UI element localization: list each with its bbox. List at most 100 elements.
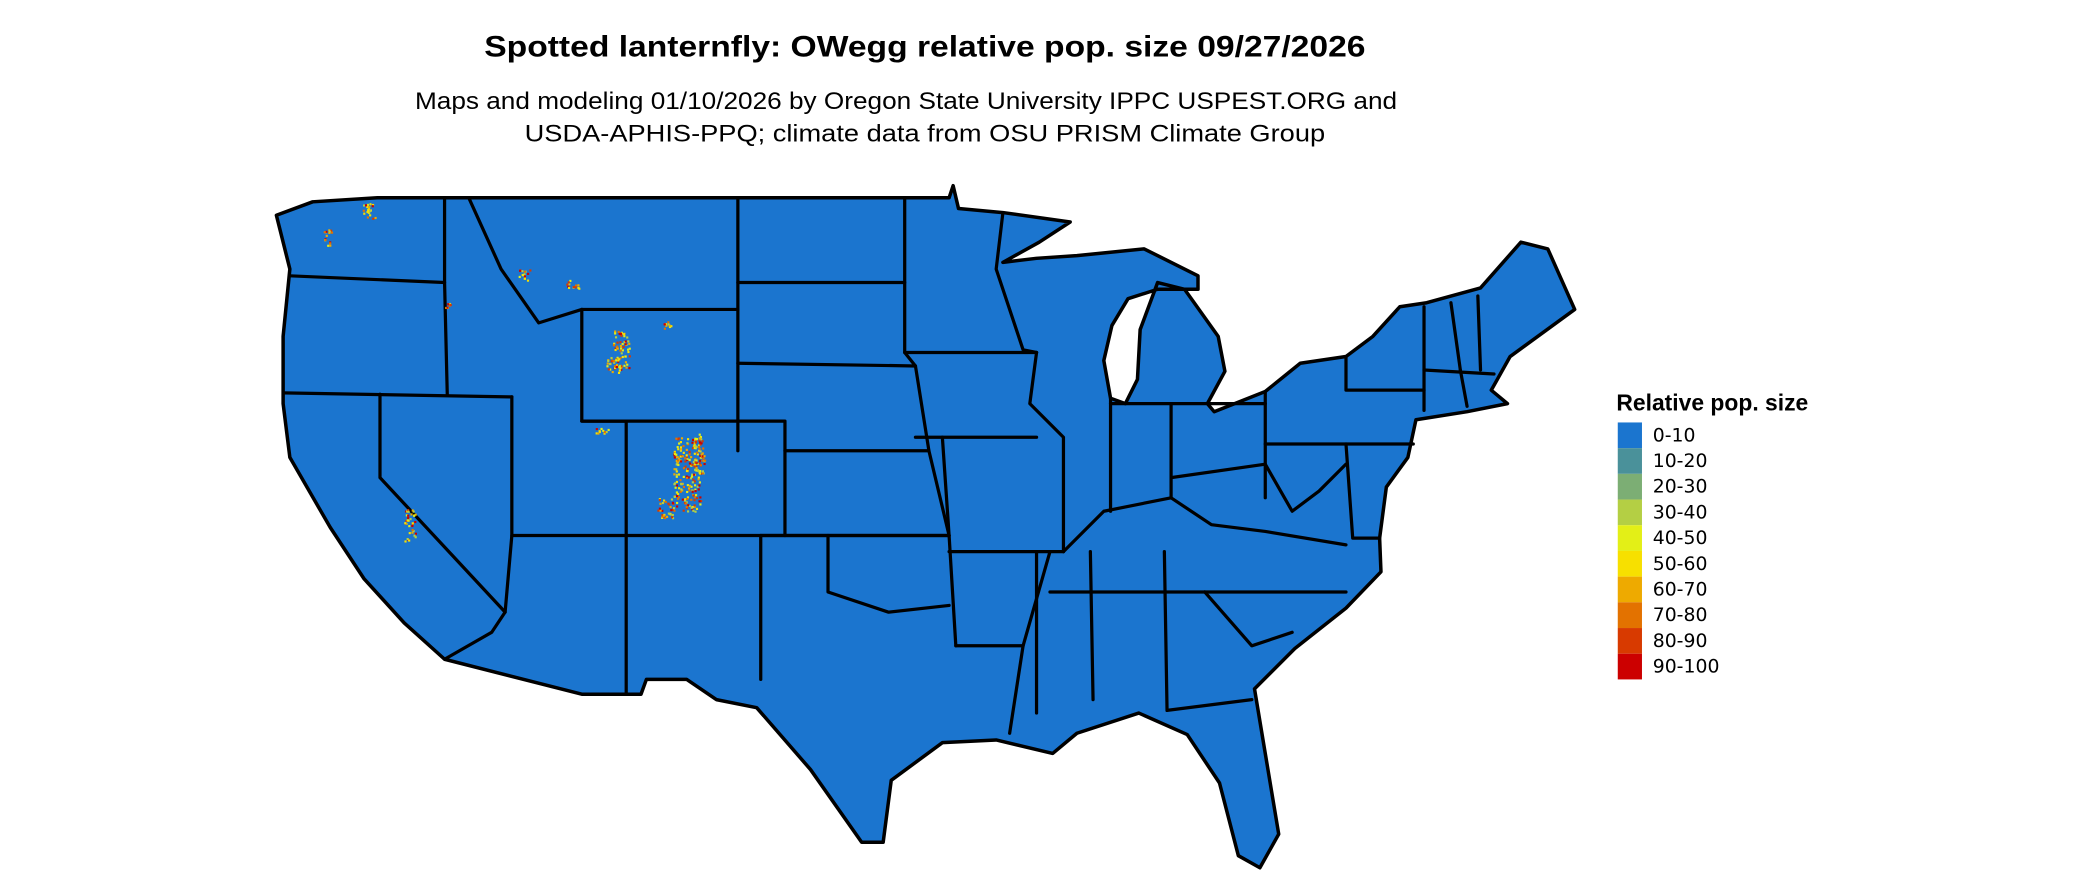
hotspot-cell [685,505,688,509]
hotspot-cell [704,459,707,462]
hotspot-cell [620,347,623,350]
hotspot-cell [680,437,684,440]
hotspot-cell [682,485,685,489]
state-border [288,274,447,285]
hotspot-cell [690,485,693,488]
legend-label: 0-10 [1653,425,1696,446]
hotspot-cell [676,461,679,464]
hotspot-cell [657,509,660,512]
hotspot-cell [698,433,701,436]
hotspot-cell [414,513,417,516]
hotspot-cell [624,343,627,346]
hotspot-cell [407,516,410,520]
hotspot-cell [369,203,372,206]
hotspot-cell [659,509,662,512]
hotspot-cell [607,359,610,363]
us-map [274,183,1577,870]
hotspot-cell [675,491,679,494]
hotspot-cell [685,476,689,480]
hotspot-cell [685,455,688,459]
hotspot-cell [677,492,680,496]
hotspot-cell [685,501,688,504]
hotspot-cell [696,453,699,456]
hotspot-cell [701,459,704,462]
hotspot-cell [577,286,580,290]
hotspot-cell [367,208,370,211]
hotspot-cell [678,442,681,445]
hotspot-cell [677,463,680,467]
hotspot-cell [413,514,416,517]
hotspot-cell [695,507,699,510]
hotspot-cell [691,463,694,466]
hotspot-cell [628,355,631,358]
hotspot-cell [677,448,680,451]
hotspot-cell [600,427,603,431]
hotspot-cell [680,488,683,491]
hotspot-cell [523,270,526,273]
hotspot-cell [679,455,682,458]
hotspot-cell [693,465,696,468]
hotspot-cell [414,520,417,524]
hotspot-cell [697,462,700,465]
hotspot-cell [690,456,693,459]
hotspot-cell [414,536,417,539]
state-border [1422,368,1496,376]
hotspot-cell [620,334,623,337]
hotspot-cell [618,369,621,372]
hotspot-cell [681,455,684,458]
hotspot-cell [694,447,697,450]
hotspot-cell [628,347,631,350]
hotspot-cell [701,440,704,443]
hotspot-cell [568,283,571,286]
state-border [378,392,507,614]
hotspot-cell [575,284,578,287]
hotspot-cell [659,502,662,505]
hotspot-cell [328,231,331,234]
hotspot-cell [667,512,670,515]
hotspot-cell [618,332,621,335]
hotspot-cell [323,231,326,234]
state-border [1344,442,1382,540]
hotspot-cell [664,323,667,326]
hotspot-cell [526,279,530,282]
legend-item: 20-30 [1617,473,1707,500]
map-title: Spotted lanternfly: OWegg relative pop. … [484,31,1365,64]
hotspot-cell [412,510,415,513]
hotspot-cell [682,509,685,512]
hotspot-cell [674,486,677,489]
hotspot-cell [685,507,689,510]
hotspot-cell [623,335,626,338]
hotspot-cell [619,344,622,348]
hotspot-cell [679,479,682,482]
hotspot-cell [683,457,687,460]
hotspot-cell [688,484,692,487]
hotspot-cell [627,340,630,343]
hotspot-cell [688,453,691,456]
hotspot-cell [606,365,609,368]
hotspot-cell [685,469,689,473]
hotspot-cell [605,431,608,434]
hotspot-cell [693,504,696,507]
hotspot-cell [661,501,665,505]
legend-label: 80-90 [1653,631,1708,652]
hotspot-cell [609,368,612,371]
hotspot-cell [677,496,681,499]
state-border [903,196,958,648]
hotspot-cell [698,437,701,440]
hotspot-cell [697,445,701,449]
hotspot-cell [691,447,695,450]
hotspot-cell [618,358,621,361]
state-border [1028,350,1066,554]
hotspot-cell [682,475,685,478]
hotspot-cell [619,341,622,344]
state-border [281,391,514,399]
hotspot-cell [698,481,701,484]
hotspot-cell [686,484,689,487]
hotspot-cell [694,461,697,464]
hotspot-cell [674,482,677,485]
hotspot-cell [626,363,629,366]
hotspot-cell [618,366,621,369]
hotspot-cell [624,340,627,343]
hotspot-cell [664,517,667,520]
hotspot-cell [610,356,613,360]
